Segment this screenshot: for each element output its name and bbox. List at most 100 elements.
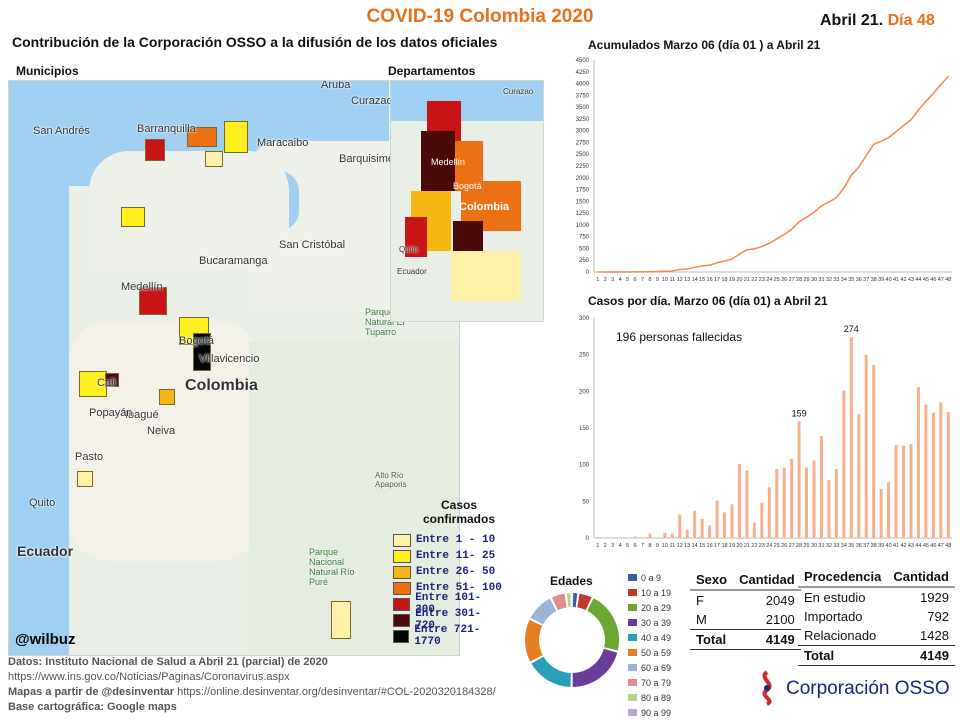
cumulative-point bbox=[604, 271, 606, 273]
muni-shape bbox=[105, 373, 119, 387]
muni-shape bbox=[145, 139, 165, 161]
footer-base: Base cartográfica: Google maps bbox=[8, 701, 177, 713]
x-tick-label: 43 bbox=[908, 277, 914, 283]
date-prefix: Abril 21. bbox=[820, 12, 884, 29]
daily-bar bbox=[909, 444, 913, 538]
x-tick-label: 20 bbox=[736, 277, 742, 283]
cumulative-point bbox=[694, 266, 696, 268]
x-tick-label: 34 bbox=[841, 277, 847, 283]
ages-title: Edades bbox=[550, 574, 593, 588]
legend-label: Entre 101- 300 bbox=[415, 592, 482, 616]
place-label: San Andrés bbox=[33, 125, 90, 137]
x-tick-label: 13 bbox=[684, 277, 690, 283]
municipios-map: Aruba Curazao San Andrés Barranquilla Ma… bbox=[8, 80, 460, 656]
cumulative-point bbox=[746, 249, 748, 251]
osso-brand: Corporación OSSO bbox=[786, 678, 950, 699]
ages-legend: 0 a 9 10 a 19 20 a 29 30 a 39 40 a 49 50 a 59… bbox=[628, 570, 671, 720]
legend-title: Casos confirmados bbox=[414, 498, 504, 526]
table-cell: Total bbox=[696, 632, 727, 647]
age-slice bbox=[531, 656, 572, 687]
cumulative-line-chart: 0250500750100012501500175020002250250027… bbox=[576, 58, 952, 283]
table-cell: Total bbox=[804, 648, 835, 663]
cumulative-point bbox=[619, 271, 621, 273]
cumulative-point bbox=[820, 205, 823, 207]
place-label: Barranquilla bbox=[137, 123, 196, 135]
age-legend-item: 20 a 29 bbox=[628, 600, 671, 615]
legend-item: Entre 51- 100 bbox=[393, 580, 503, 596]
table-row: En estudio 1929 bbox=[798, 587, 955, 607]
table-cell: 2100 bbox=[765, 612, 795, 627]
cumulative-point bbox=[716, 262, 718, 264]
dept-shape bbox=[405, 217, 427, 257]
dept-shape bbox=[451, 251, 521, 301]
place-label: Curazao bbox=[503, 87, 534, 96]
muni-shape bbox=[77, 471, 93, 487]
place-label: San Cristóbal bbox=[279, 239, 346, 251]
x-tick-label: 12 bbox=[677, 277, 683, 283]
x-tick-label: 37 bbox=[863, 543, 869, 549]
x-tick-label: 40 bbox=[886, 543, 892, 549]
legend-label: Entre 721- 1770 bbox=[414, 624, 481, 648]
x-tick-label: 7 bbox=[641, 277, 644, 283]
cumulative-point bbox=[753, 248, 755, 250]
sexo-table-wrap: Sexo Cantidad F 2049 M 2100 Total 4149 bbox=[690, 570, 801, 650]
cumulative-point bbox=[656, 270, 658, 273]
x-tick-label: 44 bbox=[915, 543, 921, 549]
y-tick-label: 2250 bbox=[576, 164, 590, 170]
y-tick-label: 250 bbox=[579, 353, 590, 359]
place-label: Ecuador bbox=[17, 543, 74, 559]
age-legend-item: 30 a 39 bbox=[628, 615, 671, 630]
x-tick-label: 33 bbox=[833, 277, 839, 283]
x-tick-label: 42 bbox=[900, 277, 906, 283]
x-tick-label: 26 bbox=[781, 543, 787, 549]
cumulative-point bbox=[612, 271, 614, 273]
x-tick-label: 30 bbox=[811, 277, 817, 283]
y-tick-label: 250 bbox=[579, 258, 590, 264]
x-tick-label: 41 bbox=[893, 277, 899, 283]
bar-data-label: 274 bbox=[844, 324, 859, 334]
age-legend-swatch bbox=[628, 604, 637, 611]
daily-bar bbox=[834, 469, 838, 538]
table-cell: 792 bbox=[927, 609, 949, 624]
y-tick-label: 150 bbox=[579, 426, 590, 432]
x-tick-label: 1 bbox=[596, 277, 599, 283]
age-legend-swatch bbox=[628, 694, 637, 701]
daily-bar bbox=[737, 463, 741, 538]
age-legend-swatch bbox=[628, 589, 637, 596]
x-tick-label: 15 bbox=[699, 277, 705, 283]
place-label: Quito bbox=[399, 245, 419, 254]
date-day: Día 48 bbox=[887, 12, 935, 29]
page-subtitle: Contribución de la Corporación OSSO a la… bbox=[12, 34, 498, 50]
daily-bar bbox=[775, 469, 779, 538]
cumulative-point bbox=[798, 221, 800, 223]
footer-url2[interactable]: https://online.desinventar.org/desinvent… bbox=[177, 686, 496, 698]
x-tick-label: 46 bbox=[930, 543, 936, 549]
x-tick-label: 3 bbox=[611, 543, 614, 549]
y-tick-label: 300 bbox=[579, 316, 590, 322]
legend-label: Entre 301- 720 bbox=[415, 608, 482, 632]
cumulative-chart-title: Acumulados Marzo 06 (día 01 ) a Abril 21 bbox=[588, 38, 821, 52]
age-legend-swatch bbox=[628, 679, 637, 686]
place-label: Neiva bbox=[147, 425, 176, 437]
place-label: Medellín bbox=[431, 157, 466, 167]
x-tick-label: 8 bbox=[648, 543, 651, 549]
x-tick-label: 21 bbox=[744, 277, 750, 283]
y-tick-label: 1750 bbox=[576, 188, 590, 194]
x-tick-label: 31 bbox=[818, 277, 824, 283]
x-tick-label: 21 bbox=[744, 543, 750, 549]
cumulative-point bbox=[917, 109, 920, 111]
pacific-ocean bbox=[9, 186, 69, 655]
muni-shape bbox=[224, 121, 248, 153]
x-tick-label: 22 bbox=[751, 277, 757, 283]
y-tick-label: 4500 bbox=[576, 58, 590, 64]
cumulative-point bbox=[902, 125, 905, 127]
daily-bar bbox=[663, 532, 667, 538]
place-label: Bogotá bbox=[453, 181, 482, 191]
age-legend-item: 70 a 79 bbox=[628, 675, 671, 690]
cumulative-point bbox=[641, 271, 644, 273]
legend-title-line2: confirmados bbox=[422, 512, 495, 526]
daily-chart-title: Casos por día. Marzo 06 (día 01) a Abril… bbox=[588, 294, 828, 308]
y-tick-label: 4250 bbox=[576, 70, 590, 76]
footer-url1[interactable]: https://www.ins.gov.co/Noticias/Paginas/… bbox=[8, 671, 290, 683]
